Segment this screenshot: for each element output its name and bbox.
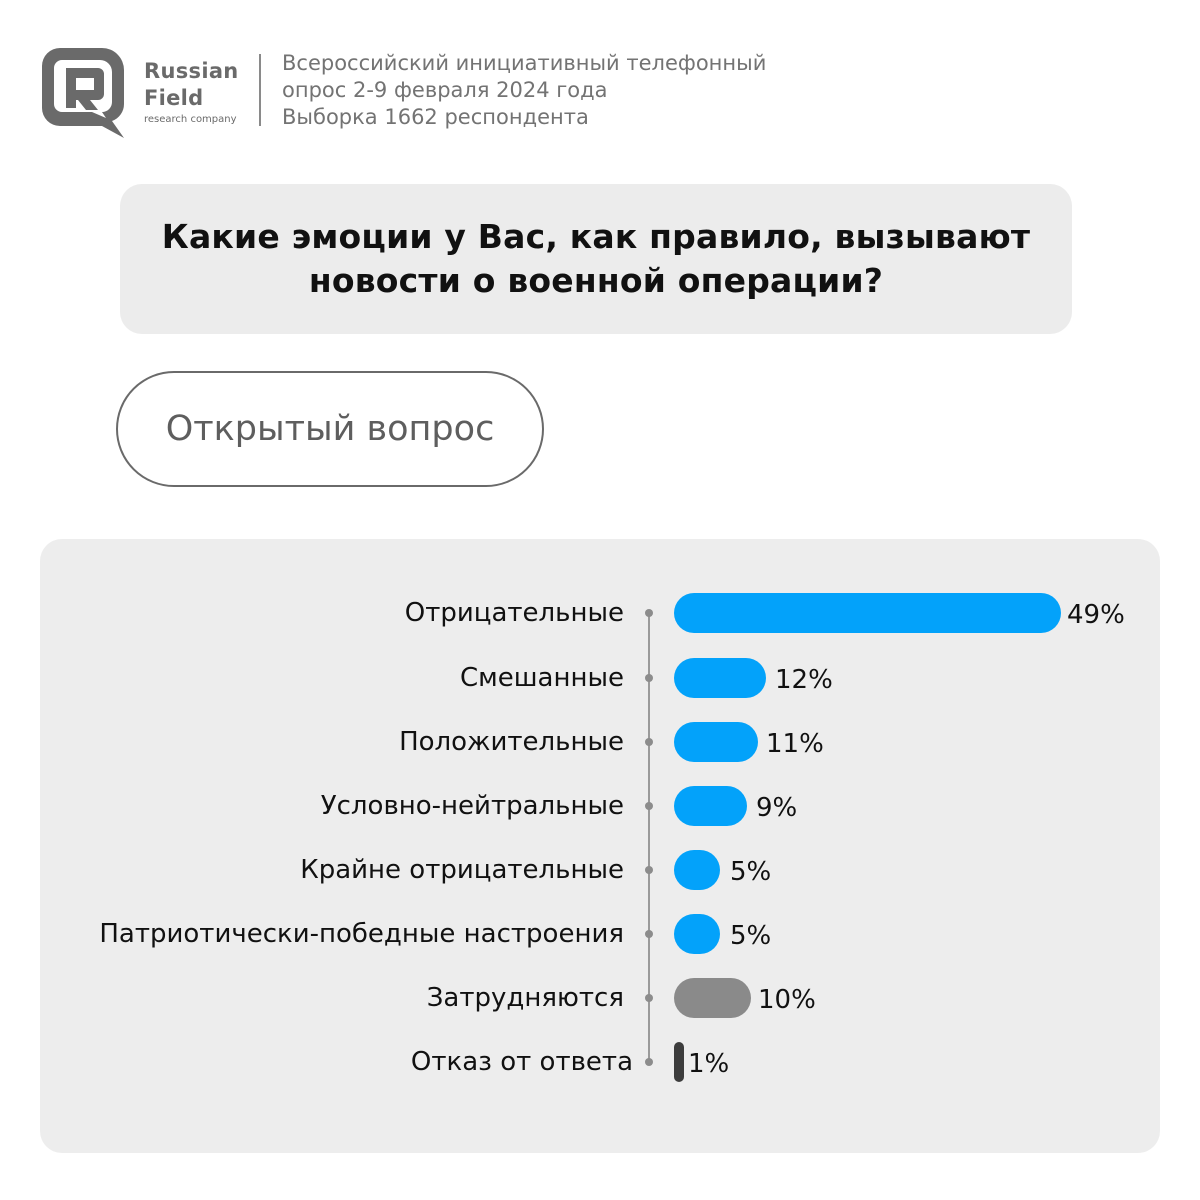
question-line-2: новости о военной операции?	[308, 261, 884, 300]
brand-line-2: Field	[144, 86, 204, 110]
survey-line-1: Всероссийский инициативный телефонный	[282, 51, 767, 75]
row-label: Отрицательные	[404, 598, 624, 628]
bar-mixed	[674, 658, 766, 698]
row-value: 5%	[730, 921, 772, 951]
row-value: 11%	[766, 729, 824, 759]
brand-line-1: Russian	[144, 59, 239, 83]
question-text: Какие эмоции у Вас, как правило, вызываю…	[162, 215, 1030, 303]
brand-name: Russian Field research company	[144, 58, 239, 128]
axis-dot-icon	[645, 738, 653, 746]
axis-dot-icon	[645, 609, 653, 617]
bar-undecided	[674, 978, 751, 1018]
bar-neutral	[674, 786, 747, 826]
question-box: Какие эмоции у Вас, как правило, вызываю…	[120, 184, 1072, 334]
row-label: Смешанные	[459, 663, 624, 693]
axis-dot-icon	[645, 1058, 653, 1066]
row-value: 5%	[730, 857, 772, 887]
axis-dot-icon	[645, 930, 653, 938]
question-line-1: Какие эмоции у Вас, как правило, вызываю…	[161, 217, 1031, 256]
row-label: Отказ от ответа	[410, 1047, 633, 1077]
axis-dot-icon	[645, 866, 653, 874]
axis-dot-icon	[645, 674, 653, 682]
survey-line-3: Выборка 1662 респондента	[282, 105, 589, 129]
row-label: Крайне отрицательные	[300, 855, 624, 885]
row-value: 9%	[756, 793, 798, 823]
row-value: 49%	[1067, 600, 1125, 630]
question-type-badge: Открытый вопрос	[116, 371, 544, 487]
bar-positive	[674, 722, 758, 762]
row-label: Положительные	[399, 727, 624, 757]
chart-panel	[40, 539, 1160, 1153]
axis-dot-icon	[645, 994, 653, 1002]
row-value: 1%	[688, 1049, 730, 1079]
chart-axis-line	[648, 613, 650, 1062]
chart-row: Затрудняются 10%	[0, 978, 1200, 1018]
chart-row: Условно-нейтральные 9%	[0, 786, 1200, 826]
row-value: 10%	[758, 985, 816, 1015]
survey-info: Всероссийский инициативный телефонный оп…	[282, 50, 766, 131]
russian-field-logo-icon	[40, 46, 126, 138]
survey-line-2: опрос 2-9 февраля 2024 года	[282, 78, 608, 102]
bar-patriotic	[674, 914, 720, 954]
chart-row: Смешанные 12%	[0, 658, 1200, 698]
chart-row: Отказ от ответа 1%	[0, 1042, 1200, 1082]
chart-row: Положительные 11%	[0, 722, 1200, 762]
bar-refusal	[674, 1042, 684, 1082]
chart-row: Крайне отрицательные 5%	[0, 850, 1200, 890]
header-divider	[259, 54, 261, 126]
axis-dot-icon	[645, 802, 653, 810]
row-value: 12%	[775, 665, 833, 695]
chart-row: Патриотически-победные настроения 5%	[0, 914, 1200, 954]
question-type-label: Открытый вопрос	[165, 409, 495, 449]
brand-tagline: research company	[144, 114, 237, 125]
bar-negative	[674, 593, 1061, 633]
row-label: Затрудняются	[426, 983, 624, 1013]
chart-row: Отрицательные 49%	[0, 593, 1200, 633]
row-label: Условно-нейтральные	[320, 791, 624, 821]
bar-extremely-negative	[674, 850, 720, 890]
row-label: Патриотически-победные настроения	[99, 919, 624, 949]
